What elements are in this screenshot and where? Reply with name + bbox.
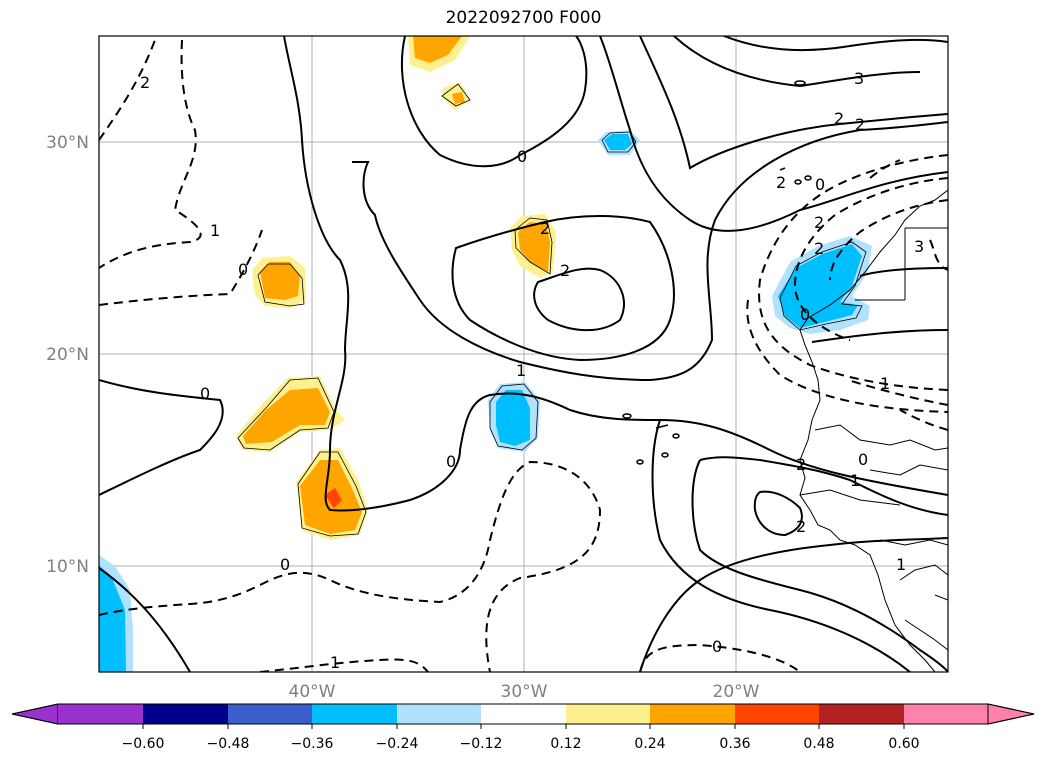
- colorbar-outline: [11, 703, 1035, 725]
- colorbar: −0.60 −0.48 −0.36 −0.24 −0.12 0.12 0.24 …: [11, 703, 1035, 752]
- colorbar-segment: [566, 704, 650, 724]
- contour-label: 0: [517, 147, 527, 166]
- contour-label: 1: [850, 471, 860, 490]
- contour-label: 0: [712, 637, 722, 656]
- contour-label: 0: [815, 175, 825, 194]
- lon-label: 20°W: [713, 682, 760, 702]
- contour-label: 3: [914, 237, 924, 256]
- contour-labels: 2 1 0 2 0 3 2 2 0 2 2 1 2 2 0 1 0 0 1 0 …: [140, 69, 924, 672]
- lat-label: 30°N: [46, 133, 89, 153]
- contour-label: 0: [858, 450, 868, 469]
- lat-label: 10°N: [46, 557, 89, 577]
- contour-label: 0: [280, 555, 290, 574]
- lat-label: 20°N: [46, 345, 89, 365]
- colorbar-ticks: [142, 724, 905, 729]
- contour-label: 1: [210, 221, 220, 240]
- colorbar-tick-label: −0.36: [291, 736, 334, 752]
- contour-label: 0: [800, 305, 810, 324]
- contour-label: 2: [855, 115, 865, 134]
- map-frame: [98, 35, 949, 673]
- contour-label: 0: [446, 452, 456, 471]
- colorbar-extend-low: [11, 703, 59, 725]
- colorbar-tick-label: −0.24: [376, 736, 419, 752]
- colorbar-segment: [143, 704, 228, 724]
- colorbar-tick-label: 0.48: [803, 736, 834, 752]
- coastlines: [799, 189, 948, 672]
- colorbar-tick-label: 0.60: [888, 736, 919, 752]
- contour-label: 2: [814, 239, 824, 258]
- contour-label: 0: [200, 384, 210, 403]
- colorbar-tick-label: −0.12: [460, 736, 503, 752]
- contour-label: 1: [880, 374, 890, 393]
- contour-label: 1: [896, 555, 906, 574]
- grid-lines: [99, 36, 948, 672]
- contour-label: 2: [814, 213, 824, 232]
- contour-label: 0: [238, 260, 248, 279]
- contour-label: 2: [560, 261, 570, 280]
- colorbar-segment: [312, 704, 397, 724]
- contour-label: 2: [834, 109, 844, 128]
- latitude-labels: 30°N 20°N 10°N: [46, 133, 89, 577]
- contour-fragments: [622, 80, 812, 465]
- solid-contours: [99, 36, 948, 672]
- colorbar-tick-label: −0.60: [122, 736, 165, 752]
- colorbar-tick-label: 0.12: [550, 736, 581, 752]
- lon-label: 40°W: [289, 682, 336, 702]
- shaded-regions: [99, 36, 872, 672]
- contour-label: 2: [796, 517, 806, 536]
- contour-label: 1: [330, 653, 340, 672]
- colorbar-segment: [228, 704, 312, 724]
- colorbar-tick-label: 0.24: [634, 736, 665, 752]
- colorbar-extend-high: [987, 703, 1035, 725]
- contour-label: 3: [854, 69, 864, 88]
- colorbar-segment: [650, 704, 735, 724]
- colorbar-tick-label: −0.48: [207, 736, 250, 752]
- colorbar-segment: [397, 704, 481, 724]
- map-title: 2022092700 F000: [445, 8, 602, 28]
- longitude-labels: 40°W 30°W 20°W: [289, 682, 760, 702]
- contour-label: 2: [776, 173, 786, 192]
- dashed-contours: [99, 39, 948, 672]
- contour-label: 2: [796, 455, 806, 474]
- contour-label: 2: [140, 73, 150, 92]
- lon-label: 30°W: [501, 682, 548, 702]
- colorbar-segment: [819, 704, 904, 724]
- colorbar-segment: [481, 704, 566, 724]
- contour-label: 2: [540, 219, 550, 238]
- colorbar-tick-label: 0.36: [719, 736, 750, 752]
- shading-outlines: [237, 83, 867, 537]
- colorbar-segment: [904, 704, 988, 724]
- contour-label: 1: [516, 361, 526, 380]
- colorbar-segment: [58, 704, 143, 724]
- colorbar-segment: [735, 704, 819, 724]
